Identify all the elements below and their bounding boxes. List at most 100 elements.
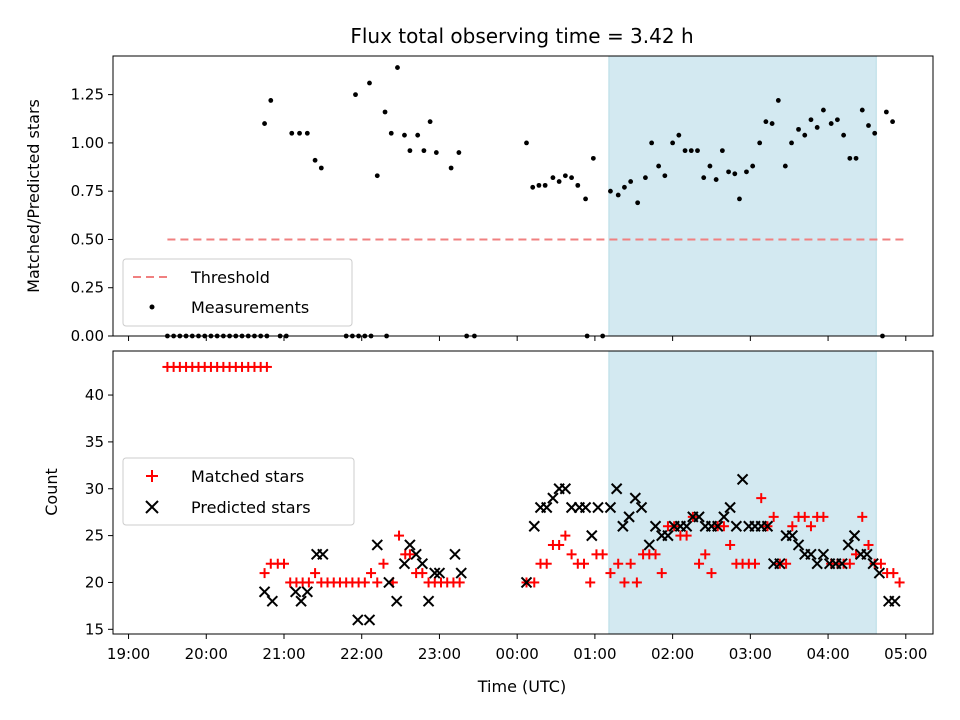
ratio-point-95 [821,107,826,113]
ratio-point-51 [524,140,529,146]
predicted-point-40 [649,520,662,532]
matched-point-94 [805,521,816,532]
predicted-point-37 [629,492,642,504]
matched-point-105 [875,558,886,569]
ratio-point-82 [737,196,742,202]
ratio-point-97 [834,117,840,123]
ratio-y-axis: 0.00 0.25 0.50 0.75 1.00 1.25 [71,86,113,345]
predicted-point-27 [559,483,572,495]
ratio-point-49 [448,165,454,171]
ratio-point-35 [312,157,318,163]
ratio-point-74 [688,148,694,154]
ratio-ytick-label-0: 0.00 [71,327,104,345]
ratio-point-71 [670,140,676,146]
predicted-point-54 [736,473,749,486]
predicted-point-19 [449,548,461,561]
matched-point-62 [605,568,616,579]
count-legend-box [122,457,355,526]
ratio-plot-frame [112,55,934,337]
matched-point-76 [694,558,705,569]
count-panel: 15 20 25 30 35 40 19:00 20:00 21:00 22:00 23:00 00… [42,350,934,696]
predicted-point-70 [836,558,848,570]
ratio-point-76 [701,175,707,181]
ratio-x-axis-ticks [128,336,907,341]
matched-point-90 [781,558,792,569]
ratio-point-54 [542,182,548,188]
legend-predicted-swatch [145,500,159,514]
predicted-point-74 [861,548,873,561]
ratio-point-63 [615,192,621,198]
count-shaded-interval [608,350,877,635]
predicted-point-0 [258,586,271,598]
predicted-point-32 [592,501,604,514]
count-ytick-label-2: 25 [85,527,104,545]
matched-point-56 [566,549,577,560]
matched-point-54 [554,539,565,550]
predicted-point-36 [623,511,635,523]
matched-point-58 [579,558,590,569]
matched-point-80 [718,521,729,532]
ratio-point-78 [713,177,719,182]
matched-point-25 [310,568,321,579]
matched-point-77 [700,549,711,560]
predicted-point-47 [693,511,705,523]
ratio-point-65 [628,179,634,184]
ratio-point-81 [732,171,738,177]
predicted-point-42 [662,529,674,542]
matched-point-40 [404,549,415,560]
xtick-label-9: 04:00 [806,645,849,663]
matched-point-103 [863,539,874,550]
predicted-point-30 [579,501,592,514]
ratio-shaded-interval [608,55,877,337]
predicted-point-25 [547,492,559,504]
matched-point-38 [394,530,405,541]
ratio-point-61 [590,155,596,161]
count-ytick-label-4: 35 [85,433,104,451]
ratio-point-75 [695,148,700,154]
ratio-point-48 [433,150,439,155]
matched-point-102 [857,511,868,522]
ratio-point-37 [353,92,358,98]
legend-matched-label: Matched stars [191,467,304,486]
ratio-point-34 [304,130,310,136]
ratio-point-91 [796,126,801,132]
ratio-y-axis-label: Matched/Predicted stars [24,99,43,293]
ratio-point-98 [841,132,847,138]
predicted-point-4 [301,586,314,598]
ratio-point-58 [569,175,574,181]
predicted-point-1 [266,595,279,607]
matched-point-108 [894,577,905,588]
matched-point-52 [541,558,552,569]
matched-point-91 [787,521,798,532]
ratio-point-103 [872,130,878,136]
ratio-ytick-label-1: 0.25 [71,279,104,297]
xtick-label-0: 19:00 [107,645,150,663]
ratio-point-80 [726,169,731,175]
ratio-point-93 [808,117,814,123]
matched-point-70 [656,568,667,579]
predicted-point-66 [811,558,823,570]
predicted-point-33 [604,501,617,514]
ratio-point-53 [536,182,542,188]
ratio-point-92 [802,132,808,138]
ratio-point-104 [883,109,889,115]
matched-point-63 [613,558,624,569]
ratio-point-68 [649,140,655,146]
matched-point-100 [844,558,855,569]
count-ytick-label-0: 15 [85,620,104,638]
ratio-point-52 [530,184,536,190]
predicted-point-9 [371,539,383,551]
ratio-point-102 [866,123,871,128]
ratio-point-40 [382,109,388,115]
count-y-axis: 15 20 25 30 35 40 [85,386,113,638]
ratio-point-100 [853,155,859,161]
predicted-point-20 [455,567,467,579]
matched-point-17 [259,568,270,579]
xtick-label-10: 05:00 [884,645,927,663]
matched-point-64 [619,577,630,588]
ratio-point-41 [388,130,394,136]
chart-title: Flux total observing time = 3.42 h [350,24,693,48]
predicted-point-62 [786,529,799,542]
predicted-point-16 [422,595,435,607]
predicted-point-34 [610,483,623,495]
